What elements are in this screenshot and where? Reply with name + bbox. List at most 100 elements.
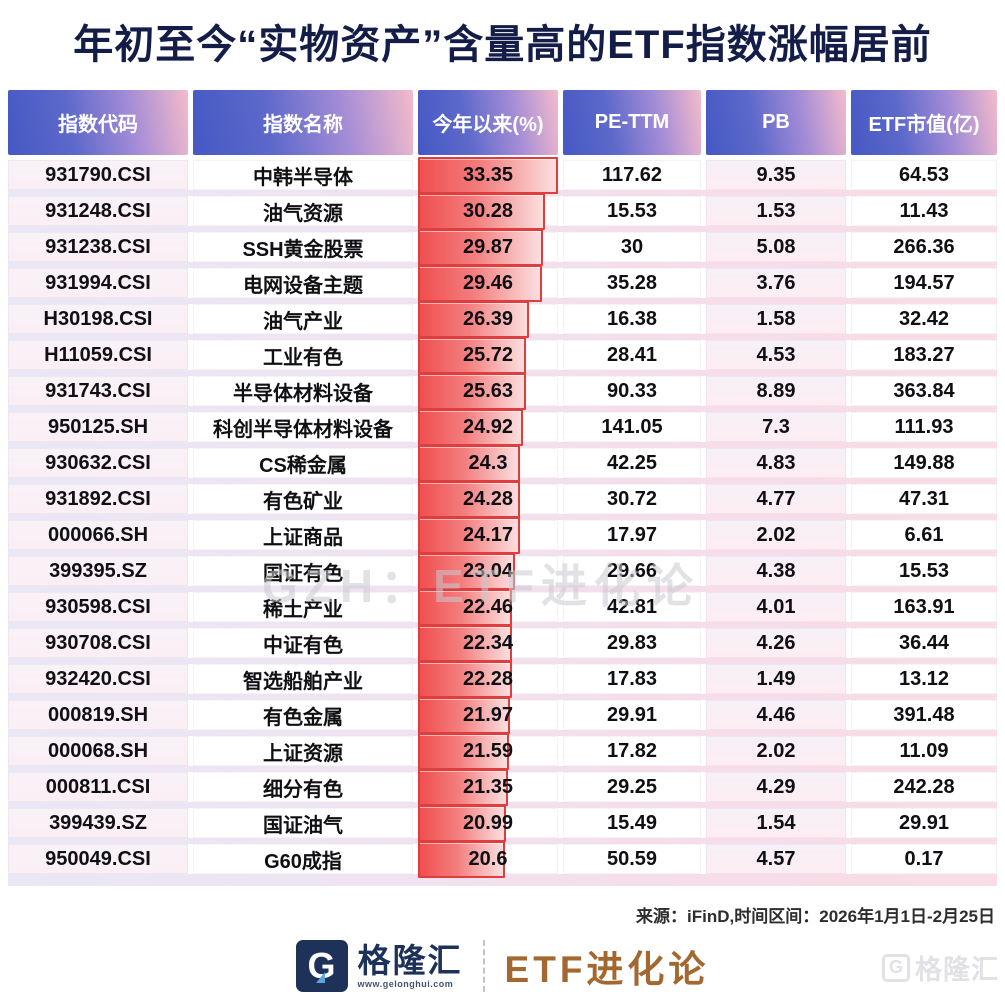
cell-index-code: 931238.CSI	[8, 232, 188, 262]
ytd-value: 24.28	[462, 487, 514, 510]
cell-index-name: 有色金属	[193, 700, 413, 730]
cell-ytd: 20.6	[418, 841, 558, 878]
cell-index-name: 工业有色	[193, 340, 413, 370]
cell-pe-ttm: 29.83	[563, 628, 701, 658]
cell-index-code: 931248.CSI	[8, 196, 188, 226]
cell-pe-ttm: 28.41	[563, 340, 701, 370]
data-source-note: 来源：iFinD,时间区间：2026年1月1日-2月25日	[636, 907, 995, 926]
cell-ytd: 24.17	[418, 517, 558, 554]
brand-footer: G 格隆汇 www.gelonghui.com ETF进化论	[0, 935, 1005, 997]
cell-pb: 1.53	[706, 196, 846, 226]
cell-ytd: 24.28	[418, 481, 558, 518]
cell-etf-mcap: 64.53	[851, 160, 997, 190]
brand-name: 格隆汇	[357, 941, 463, 979]
ytd-value: 30.28	[462, 199, 514, 222]
table-row: 000819.SH 有色金属 21.97 29.91 4.46 391.48	[8, 697, 997, 734]
table-row: 931743.CSI 半导体材料设备 25.63 90.33 8.89 363.…	[8, 373, 997, 410]
cell-index-code: 399439.SZ	[8, 808, 188, 838]
cell-pe-ttm: 17.97	[563, 520, 701, 550]
cell-etf-mcap: 15.53	[851, 556, 997, 586]
cell-index-name: 科创半导体材料设备	[193, 412, 413, 442]
cell-index-code: 000811.CSI	[8, 772, 188, 802]
cell-pb: 1.49	[706, 664, 846, 694]
cell-etf-mcap: 47.31	[851, 484, 997, 514]
cell-index-name: 中证有色	[193, 628, 413, 658]
cell-etf-mcap: 29.91	[851, 808, 997, 838]
cell-pe-ttm: 35.28	[563, 268, 701, 298]
gelonghui-logo-icon: G	[295, 940, 348, 992]
cell-etf-mcap: 0.17	[851, 844, 997, 874]
cell-index-code: 931743.CSI	[8, 376, 188, 406]
cell-index-code: H11059.CSI	[8, 340, 188, 370]
cell-ytd: 24.3	[418, 445, 558, 482]
cell-pb: 9.35	[706, 160, 846, 190]
cell-etf-mcap: 36.44	[851, 628, 997, 658]
cell-ytd: 29.46	[418, 265, 558, 302]
table-row: H30198.CSI 油气产业 26.39 16.38 1.58 32.42	[8, 301, 997, 338]
cell-pe-ttm: 16.38	[563, 304, 701, 334]
cell-etf-mcap: 149.88	[851, 448, 997, 478]
ytd-value: 29.46	[462, 271, 514, 294]
cell-pb: 4.46	[706, 700, 846, 730]
cell-pb: 1.58	[706, 304, 846, 334]
cell-etf-mcap: 266.36	[851, 232, 997, 262]
cell-pe-ttm: 29.91	[563, 700, 701, 730]
cell-ytd: 26.39	[418, 301, 558, 338]
cell-etf-mcap: 6.61	[851, 520, 997, 550]
cell-index-name: 国证有色	[193, 556, 413, 586]
ytd-value: 33.35	[462, 163, 514, 186]
cell-ytd: 33.35	[418, 157, 558, 194]
table-row: 931994.CSI 电网设备主题 29.46 35.28 3.76 194.5…	[8, 265, 997, 302]
cell-index-code: 000819.SH	[8, 700, 188, 730]
table-row: 000811.CSI 细分有色 21.35 29.25 4.29 242.28	[8, 769, 997, 806]
ytd-value: 20.99	[462, 811, 514, 834]
cell-pb: 2.02	[706, 736, 846, 766]
table-body: 931790.CSI 中韩半导体 33.35 117.62 9.35 64.53…	[8, 157, 997, 886]
cell-etf-mcap: 391.48	[851, 700, 997, 730]
cell-pb: 4.53	[706, 340, 846, 370]
column-header-4: PB	[706, 90, 846, 155]
ytd-value: 24.17	[462, 523, 514, 546]
cell-etf-mcap: 32.42	[851, 304, 997, 334]
cell-index-name: SSH黄金股票	[193, 232, 413, 262]
ytd-data-bar	[418, 769, 508, 806]
cell-pb: 4.38	[706, 556, 846, 586]
cell-ytd: 25.72	[418, 337, 558, 374]
cell-index-name: CS稀金属	[193, 448, 413, 478]
cell-pb: 4.77	[706, 484, 846, 514]
cell-pb: 7.3	[706, 412, 846, 442]
table-row: 399439.SZ 国证油气 20.99 15.49 1.54 29.91	[8, 805, 997, 842]
cell-ytd: 22.46	[418, 589, 558, 626]
ytd-data-bar	[418, 193, 546, 230]
cell-etf-mcap: 111.93	[851, 412, 997, 442]
cell-pe-ttm: 29.25	[563, 772, 701, 802]
table-row: 000068.SH 上证资源 21.59 17.82 2.02 11.09	[8, 733, 997, 770]
cell-pb: 1.54	[706, 808, 846, 838]
ytd-data-bar	[418, 373, 526, 410]
cell-etf-mcap: 13.12	[851, 664, 997, 694]
ytd-value: 21.59	[462, 739, 514, 762]
logo-wedge-icon	[315, 972, 325, 983]
table-row: 931238.CSI SSH黄金股票 29.87 30 5.08 266.36	[8, 229, 997, 266]
cell-ytd: 23.04	[418, 553, 558, 590]
cell-index-code: 000066.SH	[8, 520, 188, 550]
ytd-value: 29.87	[462, 235, 514, 258]
cell-index-code: 931790.CSI	[8, 160, 188, 190]
ytd-data-bar	[418, 841, 505, 878]
table-row: 931790.CSI 中韩半导体 33.35 117.62 9.35 64.53	[8, 157, 997, 194]
cell-pb: 4.01	[706, 592, 846, 622]
table-row: 931892.CSI 有色矿业 24.28 30.72 4.77 47.31	[8, 481, 997, 518]
table-header-row: 指数代码 指数名称 今年以来(%) PE-TTM PB ETF市值(亿)	[8, 90, 997, 155]
cell-index-name: 中韩半导体	[193, 160, 413, 190]
table-row: 932420.CSI 智选船舶产业 22.28 17.83 1.49 13.12	[8, 661, 997, 698]
cell-pe-ttm: 29.66	[563, 556, 701, 586]
cell-etf-mcap: 11.43	[851, 196, 997, 226]
cell-ytd: 24.92	[418, 409, 558, 446]
table-row: 930708.CSI 中证有色 22.34 29.83 4.26 36.44	[8, 625, 997, 662]
cell-index-name: 电网设备主题	[193, 268, 413, 298]
ytd-data-bar	[418, 661, 512, 698]
cell-pe-ttm: 50.59	[563, 844, 701, 874]
ytd-data-bar	[418, 517, 520, 554]
cell-ytd: 21.59	[418, 733, 558, 770]
cell-index-code: H30198.CSI	[8, 304, 188, 334]
